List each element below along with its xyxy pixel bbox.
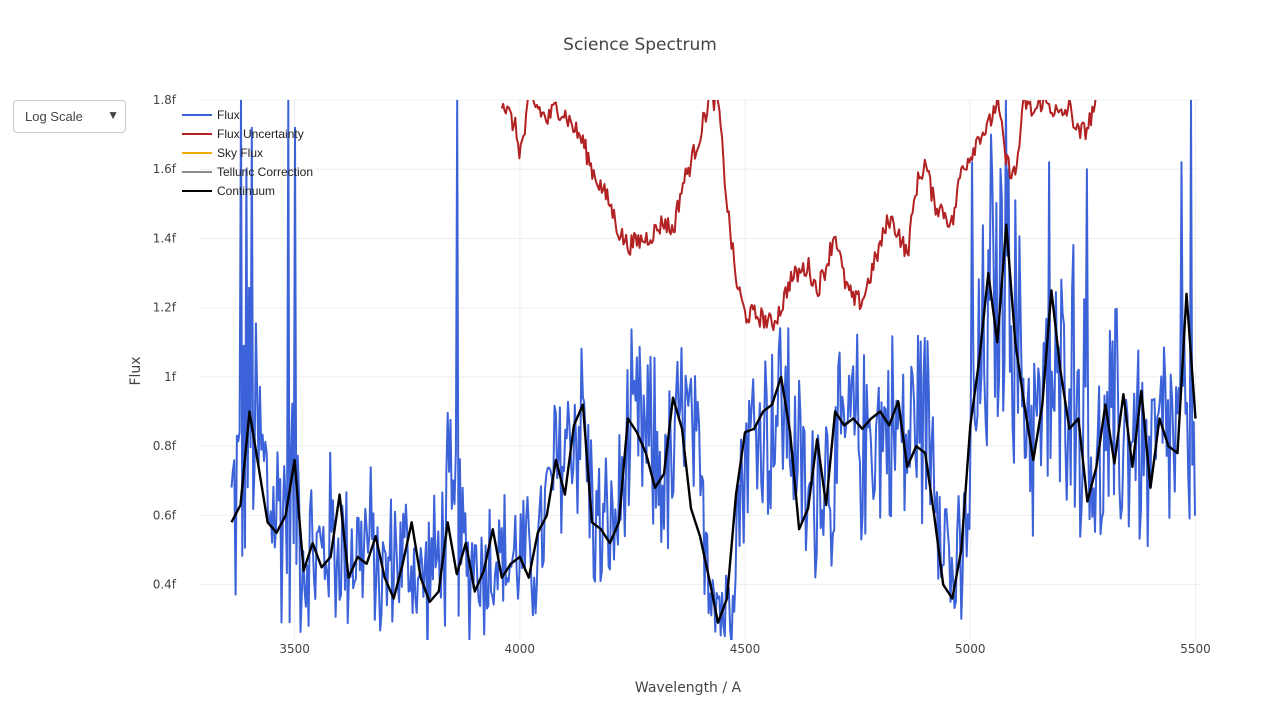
legend-item[interactable]: Telluric Correction <box>182 165 313 179</box>
continuum-line <box>230 223 1197 624</box>
legend-label: Telluric Correction <box>217 165 313 179</box>
y-tick-label: 1.2f <box>153 301 177 315</box>
legend-label: Flux Uncertainty <box>217 127 304 141</box>
scale-dropdown[interactable]: Log Scale ▼ <box>13 100 126 133</box>
legend-item[interactable]: Sky Flux <box>182 146 263 160</box>
x-tick-label: 4000 <box>505 642 536 656</box>
plot-area <box>230 100 1197 640</box>
legend-label: Flux <box>217 108 240 122</box>
y-axis-ticks: 0.4f 0.6f 0.8f 1f 1.2f 1.4f 1.6f 1.8f <box>153 93 177 592</box>
x-tick-label: 4500 <box>730 642 761 656</box>
legend-label: Sky Flux <box>217 146 263 160</box>
chart-title: Science Spectrum <box>563 35 717 55</box>
x-tick-label: 3500 <box>279 642 310 656</box>
x-tick-label: 5000 <box>955 642 986 656</box>
y-tick-label: 0.8f <box>153 439 177 453</box>
y-tick-label: 1f <box>164 370 177 384</box>
y-tick-label: 0.4f <box>153 578 177 592</box>
triangle-down-icon: ▼ <box>107 108 119 122</box>
y-axis-title: Flux <box>128 356 144 385</box>
x-axis-title: Wavelength / A <box>635 680 742 696</box>
legend-item[interactable]: Flux <box>182 108 240 122</box>
legend-item[interactable]: Continuum <box>182 184 275 198</box>
legend-label: Continuum <box>217 184 275 198</box>
scale-dropdown-value: Log Scale <box>25 109 83 124</box>
x-tick-label: 5500 <box>1180 642 1211 656</box>
legend-item[interactable]: Flux Uncertainty <box>182 127 304 141</box>
y-tick-label: 0.6f <box>153 508 177 522</box>
y-tick-label: 1.4f <box>153 231 177 245</box>
x-axis-ticks: 3500 4000 4500 5000 5500 <box>279 642 1210 656</box>
flux-line <box>230 100 1196 640</box>
y-tick-label: 1.8f <box>153 93 177 107</box>
chart-legend: Flux Flux Uncertainty Sky Flux Telluric Cor… <box>182 108 313 198</box>
flux-uncertainty-line <box>500 100 1097 332</box>
y-tick-label: 1.6f <box>153 162 177 176</box>
